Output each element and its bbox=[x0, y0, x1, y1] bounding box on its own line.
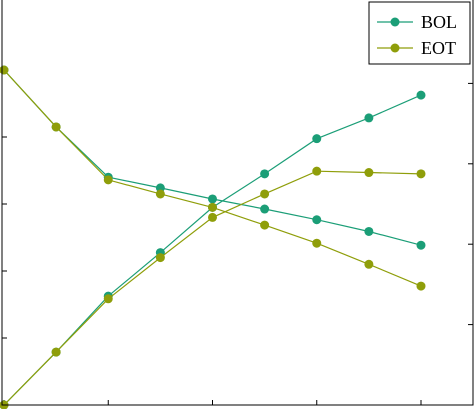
legend-entry-eot: EOT bbox=[377, 38, 456, 58]
data-point-eot bbox=[155, 189, 165, 199]
data-point-bol bbox=[312, 215, 322, 225]
data-point-eot bbox=[103, 294, 113, 304]
data-point-eot bbox=[103, 175, 113, 185]
legend-label-bol: BOL bbox=[421, 12, 457, 32]
series-line-eot bbox=[3, 69, 422, 287]
data-point-bol bbox=[364, 113, 374, 123]
legend-entry-bol: BOL bbox=[377, 12, 457, 32]
series-line-bol bbox=[3, 94, 422, 406]
data-point-eot bbox=[312, 238, 322, 248]
data-point-eot bbox=[312, 166, 322, 176]
data-point-bol bbox=[364, 226, 374, 236]
plot-series bbox=[0, 65, 426, 409]
data-point-eot bbox=[208, 202, 217, 212]
data-point-bol bbox=[208, 194, 217, 204]
legend-box bbox=[368, 1, 471, 65]
data-point-bol bbox=[260, 204, 270, 214]
data-point-eot bbox=[51, 347, 61, 357]
data-point-eot bbox=[155, 253, 165, 263]
data-point-eot bbox=[51, 122, 61, 132]
data-point-bol bbox=[312, 134, 322, 144]
data-point-bol bbox=[416, 240, 426, 250]
data-point-eot bbox=[208, 212, 217, 222]
legend-marker-eot bbox=[390, 43, 400, 53]
data-point-eot bbox=[260, 189, 270, 199]
data-point-eot bbox=[260, 220, 270, 230]
legend-marker-bol bbox=[390, 17, 400, 27]
axis-ticks bbox=[2, 69, 473, 406]
data-point-eot bbox=[364, 259, 374, 269]
legend: BOL EOT bbox=[368, 1, 471, 65]
data-point-eot bbox=[416, 281, 426, 291]
data-point-eot bbox=[416, 169, 426, 179]
data-point-bol bbox=[260, 169, 270, 179]
data-point-bol bbox=[416, 90, 426, 100]
data-point-eot bbox=[364, 168, 374, 178]
legend-label-eot: EOT bbox=[421, 38, 456, 58]
